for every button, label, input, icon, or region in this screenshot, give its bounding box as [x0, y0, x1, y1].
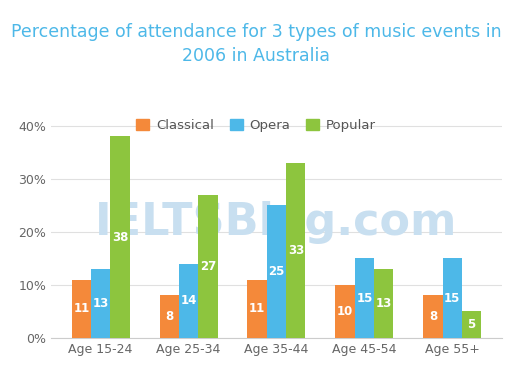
Text: 15: 15: [444, 292, 460, 305]
Bar: [72, 280, 91, 338]
Bar: [355, 258, 374, 338]
Bar: [111, 136, 130, 338]
Bar: [91, 269, 111, 338]
Bar: [462, 311, 481, 338]
Text: 11: 11: [73, 302, 90, 315]
Text: 13: 13: [93, 297, 109, 310]
Legend: Classical, Opera, Popular: Classical, Opera, Popular: [131, 114, 381, 138]
Text: 10: 10: [337, 305, 353, 318]
Bar: [160, 296, 179, 338]
Bar: [198, 195, 218, 338]
Bar: [374, 269, 393, 338]
Text: 5: 5: [467, 318, 476, 331]
Text: 15: 15: [356, 292, 373, 305]
Text: 27: 27: [200, 260, 216, 273]
Text: 8: 8: [429, 310, 437, 323]
Bar: [286, 163, 306, 338]
Bar: [423, 296, 442, 338]
Text: 38: 38: [112, 231, 128, 244]
Bar: [247, 280, 267, 338]
Text: 13: 13: [376, 297, 392, 310]
Text: 14: 14: [180, 294, 197, 307]
Bar: [267, 205, 286, 338]
Text: 25: 25: [268, 265, 285, 278]
Text: 8: 8: [165, 310, 174, 323]
Bar: [179, 264, 198, 338]
Text: 33: 33: [288, 244, 304, 257]
Text: IELTSBlog.com: IELTSBlog.com: [95, 200, 458, 243]
Bar: [442, 258, 462, 338]
Text: 11: 11: [249, 302, 265, 315]
Bar: [335, 285, 355, 338]
Text: Percentage of attendance for 3 types of music events in
2006 in Australia: Percentage of attendance for 3 types of …: [11, 23, 501, 65]
